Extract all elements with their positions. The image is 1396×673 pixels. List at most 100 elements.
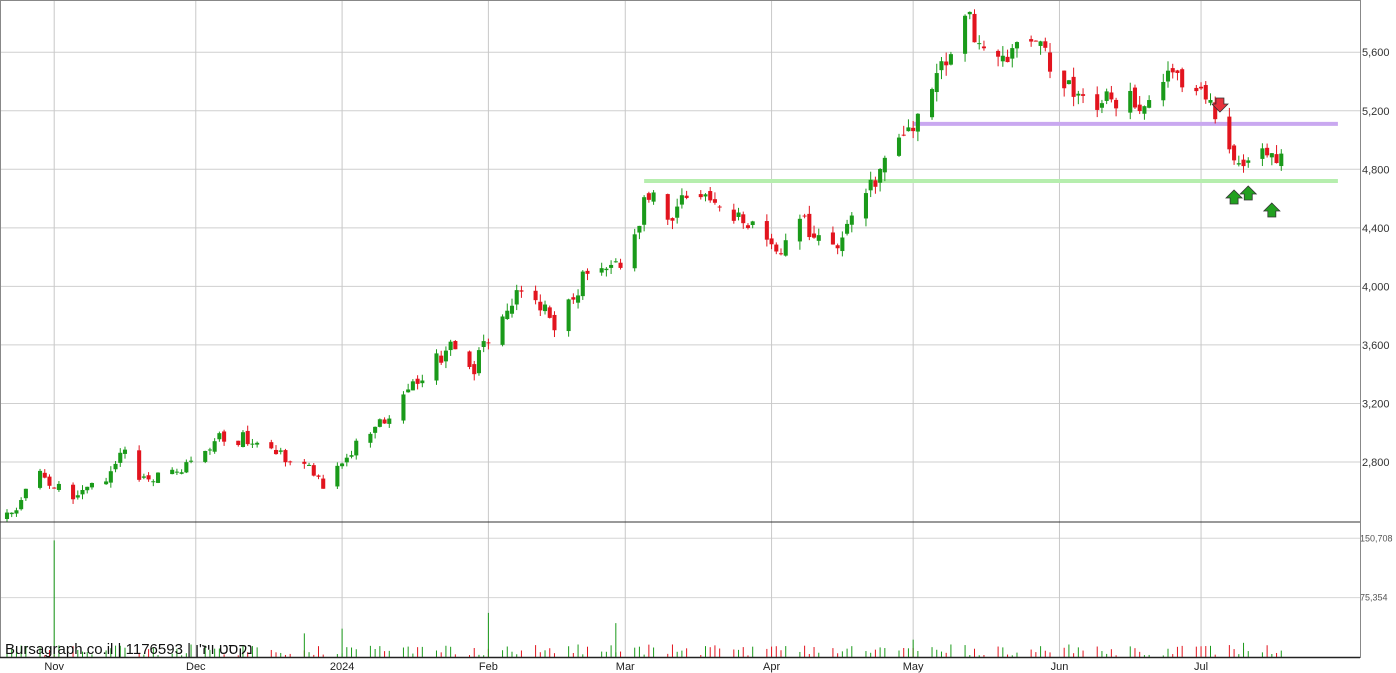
- candle-body: [1010, 48, 1015, 59]
- volume-bars: [6, 540, 1282, 657]
- candle-body: [1260, 148, 1265, 159]
- candle-body: [108, 471, 113, 483]
- price-tick-label: 2,800: [1362, 457, 1390, 469]
- candle-body: [1170, 68, 1175, 73]
- candle-body: [618, 262, 623, 268]
- candle-body: [981, 46, 986, 49]
- candle-body: [963, 15, 968, 54]
- candle-body: [203, 450, 208, 462]
- candle-body: [1066, 80, 1071, 85]
- candle-body: [797, 218, 802, 242]
- month-tick-label: Nov: [44, 661, 64, 673]
- candle-body: [1038, 41, 1043, 46]
- candle-body: [141, 476, 146, 478]
- candle-body: [1269, 153, 1274, 158]
- candle-body: [684, 195, 689, 198]
- candle-body: [104, 481, 109, 485]
- candle-body: [542, 304, 548, 312]
- candle-body: [675, 206, 680, 218]
- candle-body: [1161, 81, 1166, 101]
- candle-body: [311, 465, 316, 476]
- candle-body: [255, 442, 260, 445]
- signal-arrows: [1210, 97, 1281, 218]
- candle-body: [1029, 39, 1034, 42]
- candle-body: [698, 194, 703, 198]
- candle-body: [56, 483, 61, 490]
- candle-body: [288, 461, 293, 463]
- candle-body: [1175, 70, 1180, 73]
- candle-body: [929, 89, 935, 118]
- candle-body: [571, 297, 576, 300]
- candle-body: [71, 484, 76, 500]
- candle-body: [1014, 42, 1020, 49]
- candle-body: [1062, 70, 1067, 89]
- candle-body: [505, 310, 510, 320]
- price-tick-label: 3,200: [1362, 398, 1390, 410]
- candle-body: [472, 364, 477, 375]
- candle-body: [316, 475, 321, 477]
- candle-body: [576, 295, 581, 303]
- candle-body: [745, 225, 751, 228]
- candle-body: [1132, 87, 1138, 108]
- candle-body: [80, 489, 85, 495]
- candle-body: [245, 430, 250, 445]
- candle-body: [406, 389, 411, 393]
- candle-body: [849, 215, 854, 225]
- candle-body: [906, 127, 911, 132]
- candle-body: [509, 305, 515, 314]
- candle-body: [217, 433, 222, 440]
- candle-body: [896, 137, 902, 156]
- candle-body: [212, 441, 217, 452]
- candle-body: [146, 475, 151, 480]
- candle-body: [1137, 104, 1142, 112]
- sell-signal-arrow: [1210, 97, 1229, 113]
- candle-body: [948, 54, 953, 65]
- candle-body: [222, 431, 227, 442]
- candle-body: [774, 244, 779, 252]
- candle-body: [1236, 163, 1241, 165]
- candle-body: [845, 223, 850, 234]
- candle-body: [807, 213, 812, 238]
- candle-body: [802, 215, 807, 217]
- candle-body: [434, 353, 439, 381]
- candle-body: [354, 440, 359, 456]
- month-tick-label: Jun: [1051, 661, 1069, 673]
- candle-body: [344, 457, 349, 463]
- candle-body: [38, 470, 43, 488]
- price-tick-label: 4,400: [1362, 223, 1390, 235]
- candle-body: [665, 194, 670, 220]
- candle-body: [75, 495, 80, 498]
- candle-body: [764, 221, 769, 240]
- candle-body: [547, 307, 552, 318]
- price-tick-label: 3,600: [1362, 340, 1390, 352]
- candle-body: [42, 472, 47, 478]
- candle-body: [972, 13, 977, 43]
- candle-body: [113, 463, 118, 470]
- candle-body: [155, 472, 161, 483]
- candle-body: [712, 199, 717, 203]
- candle-body: [1033, 40, 1038, 42]
- candle-body: [741, 214, 746, 224]
- candle-body: [651, 192, 656, 202]
- candle-body: [599, 268, 604, 273]
- candle-body: [89, 482, 94, 488]
- candle-body: [1095, 94, 1100, 110]
- watermark-text: Bursagraph.co.il | 1176593 | נקסט ויז'ן: [5, 641, 253, 658]
- candle-body: [1076, 93, 1081, 96]
- candle-body: [1208, 100, 1213, 103]
- candle-body: [373, 426, 378, 433]
- candle-body: [321, 478, 326, 489]
- month-tick-label: Jul: [1194, 661, 1208, 673]
- candle-body: [863, 193, 868, 219]
- candle-body: [486, 342, 491, 344]
- candle-body: [382, 419, 387, 424]
- candle-body: [840, 237, 845, 252]
- candle-body: [307, 464, 312, 466]
- candle-body: [443, 350, 448, 362]
- volume-tick-label: 150,708: [1360, 533, 1393, 543]
- candle-body: [47, 476, 52, 486]
- candle-body: [420, 380, 425, 384]
- candle-body: [453, 341, 458, 350]
- candle-body: [580, 271, 585, 297]
